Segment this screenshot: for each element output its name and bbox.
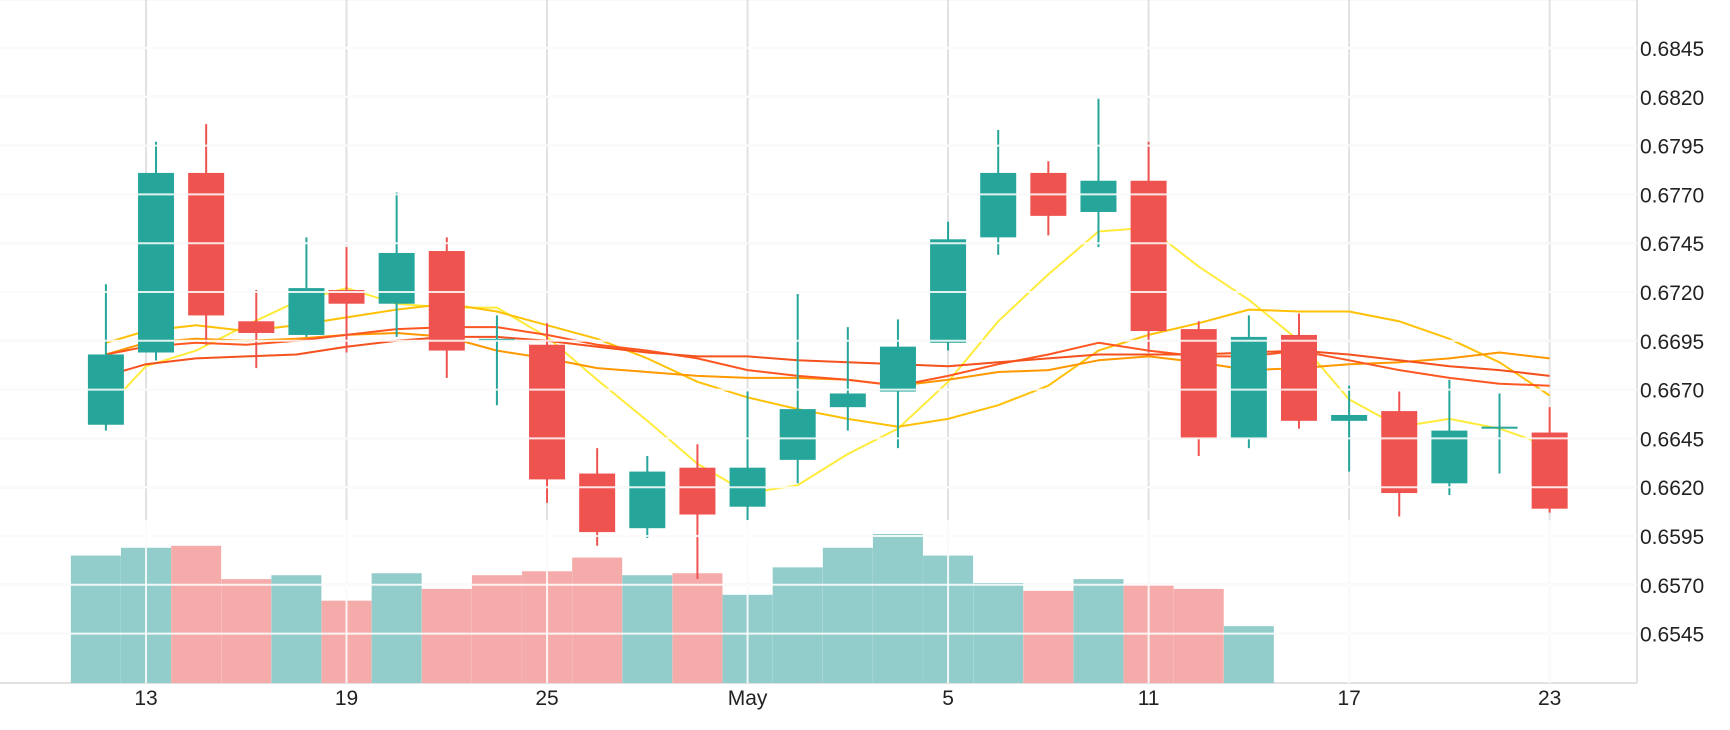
candle-up — [1331, 385, 1368, 472]
volume-bar — [171, 545, 222, 683]
candle-down — [529, 323, 566, 503]
candle-down — [328, 247, 365, 353]
volume-bar — [421, 588, 472, 683]
y-tick-label: 0.6595 — [1640, 526, 1704, 549]
x-tick-label: 25 — [535, 687, 558, 710]
volume-bar — [221, 579, 272, 683]
candle-body — [879, 346, 916, 392]
candle-body — [1130, 180, 1167, 332]
candle-body — [980, 172, 1017, 238]
candle-body — [1481, 426, 1518, 429]
volume-bar — [70, 555, 121, 683]
volume-bar — [1223, 626, 1274, 683]
volume-bar — [1023, 590, 1074, 683]
moving-average-layer — [105, 226, 1551, 495]
candle-body — [1080, 180, 1117, 212]
candle-body — [238, 321, 275, 333]
volume-bar — [672, 573, 723, 683]
candle-down — [579, 448, 616, 546]
candle-down — [1381, 391, 1418, 517]
volume-bar — [872, 534, 923, 683]
y-tick-label: 0.6695 — [1640, 331, 1704, 354]
y-tick-label: 0.6795 — [1640, 136, 1704, 159]
candle-up — [980, 129, 1017, 255]
candle-up — [288, 237, 325, 337]
volume-bar — [822, 547, 873, 683]
candle-body — [288, 288, 325, 335]
candle-body — [529, 344, 566, 480]
candle-up — [729, 391, 766, 521]
x-tick-label: 11 — [1138, 687, 1160, 710]
candle-down — [1030, 161, 1067, 236]
candle-body — [1230, 336, 1267, 439]
x-tick-label: 17 — [1337, 687, 1360, 710]
x-tick-label: 23 — [1538, 687, 1561, 710]
candle-up — [87, 284, 124, 431]
y-tick-label: 0.6845 — [1640, 38, 1704, 61]
candle-up — [138, 141, 175, 361]
candle-down — [1130, 141, 1167, 353]
candle-up — [879, 319, 916, 449]
candle-body — [378, 252, 415, 304]
y-tick-label: 0.6820 — [1640, 87, 1704, 110]
volume-bar — [622, 575, 673, 683]
candle-body — [1180, 329, 1217, 439]
overlay-grid-layer — [0, 47, 1637, 683]
x-tick-label: 19 — [335, 687, 358, 710]
candle-body — [829, 393, 866, 408]
y-tick-label: 0.6645 — [1640, 428, 1704, 451]
candle-body — [679, 467, 716, 515]
moving-average-line — [105, 302, 1551, 428]
candle-up — [1080, 98, 1117, 248]
y-tick-label: 0.6745 — [1640, 233, 1704, 256]
candle-body — [138, 172, 175, 353]
candle-up — [629, 455, 666, 538]
candle-body — [579, 473, 616, 533]
candles-layer — [87, 98, 1568, 579]
candle-body — [428, 251, 465, 351]
candle-up — [930, 221, 967, 351]
volume-bar — [1173, 588, 1224, 683]
candle-body — [1280, 334, 1317, 421]
candle-down — [1531, 407, 1568, 513]
candle-body — [1331, 414, 1368, 421]
candle-down — [188, 124, 225, 345]
y-tick-label: 0.6720 — [1640, 282, 1704, 305]
volume-bar — [271, 575, 322, 683]
candle-body — [629, 471, 666, 529]
candle-down — [679, 444, 716, 579]
volume-bar — [772, 567, 823, 683]
candle-up — [829, 327, 866, 431]
y-tick-label: 0.6620 — [1640, 477, 1704, 500]
y-tick-label: 0.6570 — [1640, 575, 1704, 598]
candle-up — [779, 293, 816, 484]
volume-bar — [1073, 579, 1124, 683]
candle-down — [1280, 313, 1317, 429]
volume-layer — [70, 534, 1274, 683]
y-tick-label: 0.6670 — [1640, 380, 1704, 403]
candle-body — [328, 290, 365, 304]
x-tick-label: May — [728, 687, 768, 710]
candle-body — [1531, 432, 1568, 509]
volume-bar — [371, 573, 422, 683]
candle-body — [1381, 411, 1418, 494]
x-tick-label: 5 — [942, 687, 954, 710]
y-tick-label: 0.6545 — [1640, 624, 1704, 647]
moving-average-line — [105, 226, 1550, 495]
candle-down — [238, 290, 275, 369]
candle-body — [779, 409, 816, 460]
candle-down — [428, 237, 465, 378]
volume-bar — [471, 575, 522, 683]
y-axis: 0.6845 0.6820 0.6795 0.6770 0.6745 0.6720 0.66… — [1640, 38, 1704, 647]
candle-up — [378, 192, 415, 337]
candle-up — [1230, 315, 1267, 449]
x-tick-label: 13 — [134, 687, 157, 710]
volume-bar — [572, 557, 623, 683]
y-tick-label: 0.6770 — [1640, 184, 1704, 207]
x-axis: 13 19 25 May 5 11 17 23 — [134, 687, 1561, 710]
candle-up — [1481, 393, 1518, 474]
